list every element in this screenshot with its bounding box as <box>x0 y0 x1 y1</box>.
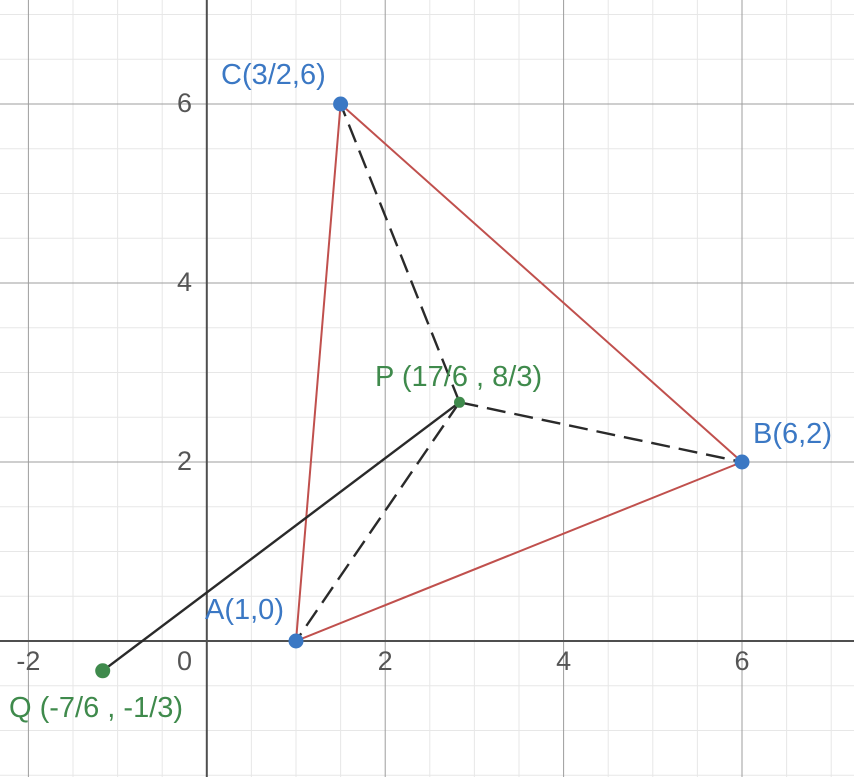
svg-text:B(6,2): B(6,2) <box>753 418 832 450</box>
svg-text:-2: -2 <box>16 646 40 676</box>
svg-text:2: 2 <box>378 646 393 676</box>
svg-text:A(1,0): A(1,0) <box>205 594 284 626</box>
svg-text:6: 6 <box>734 646 749 676</box>
svg-text:0: 0 <box>177 646 192 676</box>
svg-text:C(3/2,6): C(3/2,6) <box>221 59 326 91</box>
svg-text:P (17/6 , 8/3): P (17/6 , 8/3) <box>375 361 542 393</box>
svg-text:Q (-7/6 , -1/3): Q (-7/6 , -1/3) <box>9 692 183 724</box>
svg-text:6: 6 <box>177 88 192 118</box>
svg-text:4: 4 <box>556 646 571 676</box>
svg-text:4: 4 <box>177 267 192 297</box>
svg-text:2: 2 <box>177 446 192 476</box>
